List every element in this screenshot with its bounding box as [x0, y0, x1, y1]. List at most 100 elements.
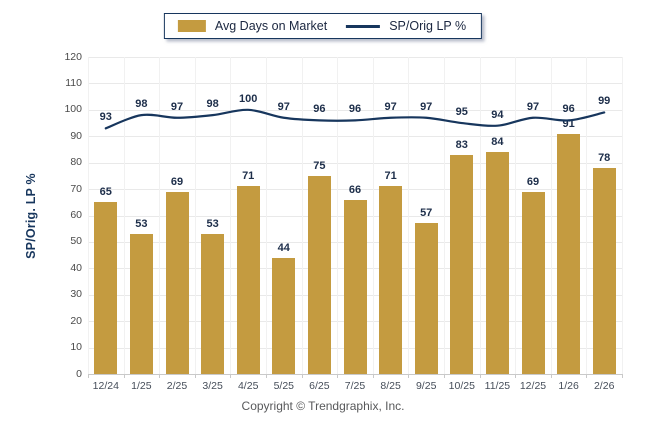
bar-value-label: 53 — [206, 217, 219, 230]
line-value-label: 97 — [526, 100, 540, 113]
gridline-vertical — [266, 57, 267, 374]
gridline — [88, 83, 622, 85]
x-axis-tick — [372, 374, 374, 378]
gridline-vertical — [622, 57, 623, 374]
gridline-vertical — [586, 57, 588, 374]
x-axis-tick — [550, 374, 552, 378]
legend: Avg Days on Market SP/Orig LP % — [163, 13, 483, 39]
x-axis-tick-label: 2/25 — [166, 380, 188, 392]
line-value-label: 95 — [455, 106, 468, 119]
bar-value-label: 57 — [420, 207, 433, 220]
gridline — [88, 162, 622, 164]
bar-value-label: 78 — [598, 151, 611, 164]
bar — [343, 199, 367, 374]
gridline-vertical — [230, 57, 232, 374]
x-axis-tick — [123, 374, 125, 378]
bar-value-label: 44 — [277, 241, 290, 254]
bar-value-label: 71 — [384, 170, 397, 183]
line-value-label: 96 — [562, 103, 575, 116]
bar-value-label: 83 — [455, 138, 468, 151]
bar — [592, 167, 616, 374]
line-value-label: 100 — [239, 92, 258, 105]
y-axis-title: SP/Orig. LP % — [24, 173, 38, 259]
bar — [450, 154, 474, 374]
bar-value-label: 66 — [348, 183, 362, 196]
line-series-swatch — [346, 24, 381, 28]
x-axis-tick-label: 8/25 — [380, 380, 401, 392]
bar-value-label: 84 — [491, 136, 504, 149]
gridline-vertical — [550, 57, 552, 374]
y-axis-tick-label: 10 — [70, 341, 82, 354]
x-axis-tick — [266, 374, 267, 378]
y-axis-tick-label: 100 — [64, 103, 82, 116]
bar-value-label: 91 — [562, 117, 575, 130]
line-value-label: 94 — [491, 108, 504, 121]
x-axis-tick-label: 6/25 — [309, 380, 330, 392]
bar — [557, 133, 581, 374]
bar-value-label: 53 — [135, 217, 148, 230]
line-value-label: 99 — [598, 95, 611, 108]
bar — [201, 233, 225, 374]
line-value-label: 97 — [170, 100, 184, 113]
x-axis-tick — [230, 374, 232, 378]
y-axis-tick-label: 50 — [70, 235, 82, 248]
y-axis-tick-label: 110 — [65, 76, 82, 89]
bar — [307, 175, 331, 374]
bar-value-label: 71 — [242, 170, 255, 183]
bar — [485, 152, 509, 374]
bar — [236, 186, 260, 374]
x-axis-tick — [444, 374, 445, 378]
x-axis-tick — [622, 374, 623, 378]
gridline-vertical — [515, 57, 517, 374]
x-axis-tick-label: 5/25 — [273, 380, 295, 392]
x-axis-tick-label: 1/26 — [558, 380, 579, 392]
line-value-label: 96 — [348, 103, 362, 116]
y-axis-tick-label: 0 — [76, 367, 82, 380]
y-axis-tick-label: 80 — [70, 156, 82, 169]
bar-value-label: 75 — [313, 159, 326, 172]
x-axis-tick-label: 9/25 — [415, 380, 437, 392]
x-axis-tick-label: 3/25 — [202, 380, 223, 392]
x-axis-tick — [159, 374, 161, 378]
x-axis-tick — [479, 374, 481, 378]
line-value-label: 98 — [135, 98, 148, 111]
y-axis-tick-label: 40 — [70, 261, 82, 274]
x-axis-tick-label: 2/26 — [593, 380, 615, 392]
x-axis-tick — [301, 374, 303, 378]
bar — [521, 191, 545, 374]
bar — [129, 233, 153, 374]
bar-value-label: 65 — [99, 186, 112, 199]
gridline-vertical — [194, 57, 196, 374]
x-axis-line — [88, 374, 622, 375]
gridline — [88, 136, 622, 138]
x-axis-tick-label: 1/25 — [131, 380, 152, 392]
line-value-label: 96 — [313, 103, 326, 116]
line-value-label: 97 — [420, 100, 433, 113]
gridline-vertical — [123, 57, 125, 374]
legend-label-bar-series: Avg Days on Market — [214, 19, 328, 33]
x-axis-tick — [88, 374, 89, 378]
legend-label-line-series: SP/Orig LP % — [389, 19, 467, 33]
y-axis-tick-label: 30 — [70, 288, 82, 301]
line-value-label: 93 — [99, 111, 112, 124]
bar — [379, 186, 403, 374]
line-value-label: 98 — [206, 98, 219, 111]
bar — [414, 223, 438, 374]
gridline — [88, 189, 622, 191]
x-axis-tick — [408, 374, 410, 378]
gridline-vertical — [159, 57, 161, 374]
gridline-vertical — [408, 57, 410, 374]
y-axis-tick-label: 20 — [70, 314, 82, 327]
x-axis-tick-label: 7/25 — [344, 380, 366, 392]
gridline — [88, 57, 622, 58]
bar — [94, 202, 118, 374]
x-axis-tick — [586, 374, 588, 378]
gridline-vertical — [479, 57, 481, 374]
bar-value-label: 69 — [526, 175, 540, 188]
bar-value-label: 69 — [170, 175, 184, 188]
gridline-vertical — [337, 57, 339, 374]
copyright-text: Copyright © Trendgraphix, Inc. — [241, 399, 405, 413]
bar-series-swatch — [177, 20, 206, 32]
gridline-vertical — [372, 57, 374, 374]
